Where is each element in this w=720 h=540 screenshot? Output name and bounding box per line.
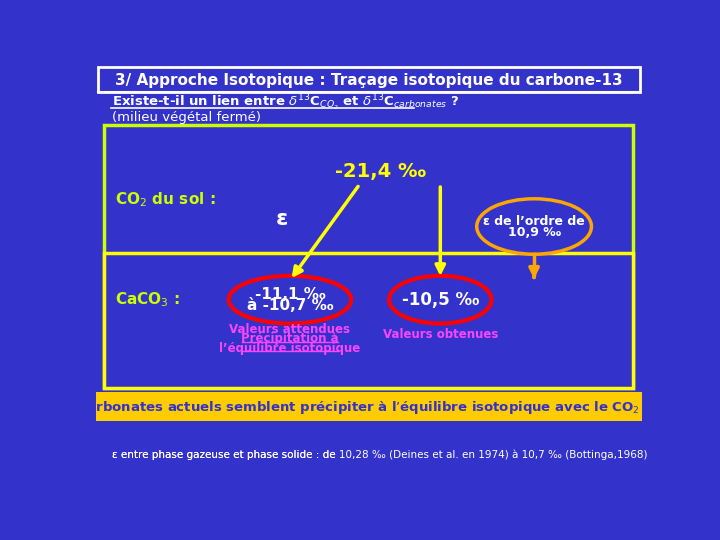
Text: Précipitation à: Précipitation à	[241, 333, 339, 346]
Text: ε entre phase gazeuse et phase solide : de: ε entre phase gazeuse et phase solide : …	[112, 450, 338, 460]
Text: -11,1 ‰: -11,1 ‰	[255, 287, 325, 302]
Text: Valeurs obtenues: Valeurs obtenues	[382, 328, 498, 341]
FancyBboxPatch shape	[98, 67, 640, 92]
Text: CO$_2$ du sol :: CO$_2$ du sol :	[114, 190, 215, 209]
Text: -10,5 ‰: -10,5 ‰	[402, 291, 479, 309]
Text: Valeurs attendues: Valeurs attendues	[230, 323, 351, 336]
Ellipse shape	[229, 276, 351, 323]
Text: CaCO$_3$ :: CaCO$_3$ :	[114, 291, 180, 309]
FancyBboxPatch shape	[104, 253, 634, 388]
Text: l’équilibre isotopique: l’équilibre isotopique	[220, 342, 361, 355]
Text: Existe-t-il un lien entre $\delta^{13}$C$_{CO_2}$ et $\delta^{13}$C$_{carbonates: Existe-t-il un lien entre $\delta^{13}$C…	[112, 93, 459, 113]
Text: (milieu végétal fermé): (milieu végétal fermé)	[112, 111, 261, 124]
Ellipse shape	[389, 276, 492, 323]
FancyBboxPatch shape	[104, 125, 634, 388]
Ellipse shape	[477, 199, 591, 254]
Text: à -10,7 ‰: à -10,7 ‰	[247, 298, 333, 313]
FancyBboxPatch shape	[96, 392, 642, 421]
Text: 3/ Approche Isotopique : Traçage isotopique du carbone-13: 3/ Approche Isotopique : Traçage isotopi…	[115, 73, 623, 87]
Text: 10,9 ‰: 10,9 ‰	[508, 226, 561, 239]
Text: ε: ε	[276, 209, 289, 229]
Text: Les carbonates actuels semblent précipiter à l’équilibre isotopique avec le CO$_: Les carbonates actuels semblent précipit…	[49, 399, 689, 416]
Text: -21,4 ‰: -21,4 ‰	[335, 161, 426, 180]
Text: ε entre phase gazeuse et phase solide : de 10,28 ‰ (Deines et al. en 1974) à 10,: ε entre phase gazeuse et phase solide : …	[112, 450, 647, 461]
Text: ε de l’ordre de: ε de l’ordre de	[483, 215, 585, 228]
